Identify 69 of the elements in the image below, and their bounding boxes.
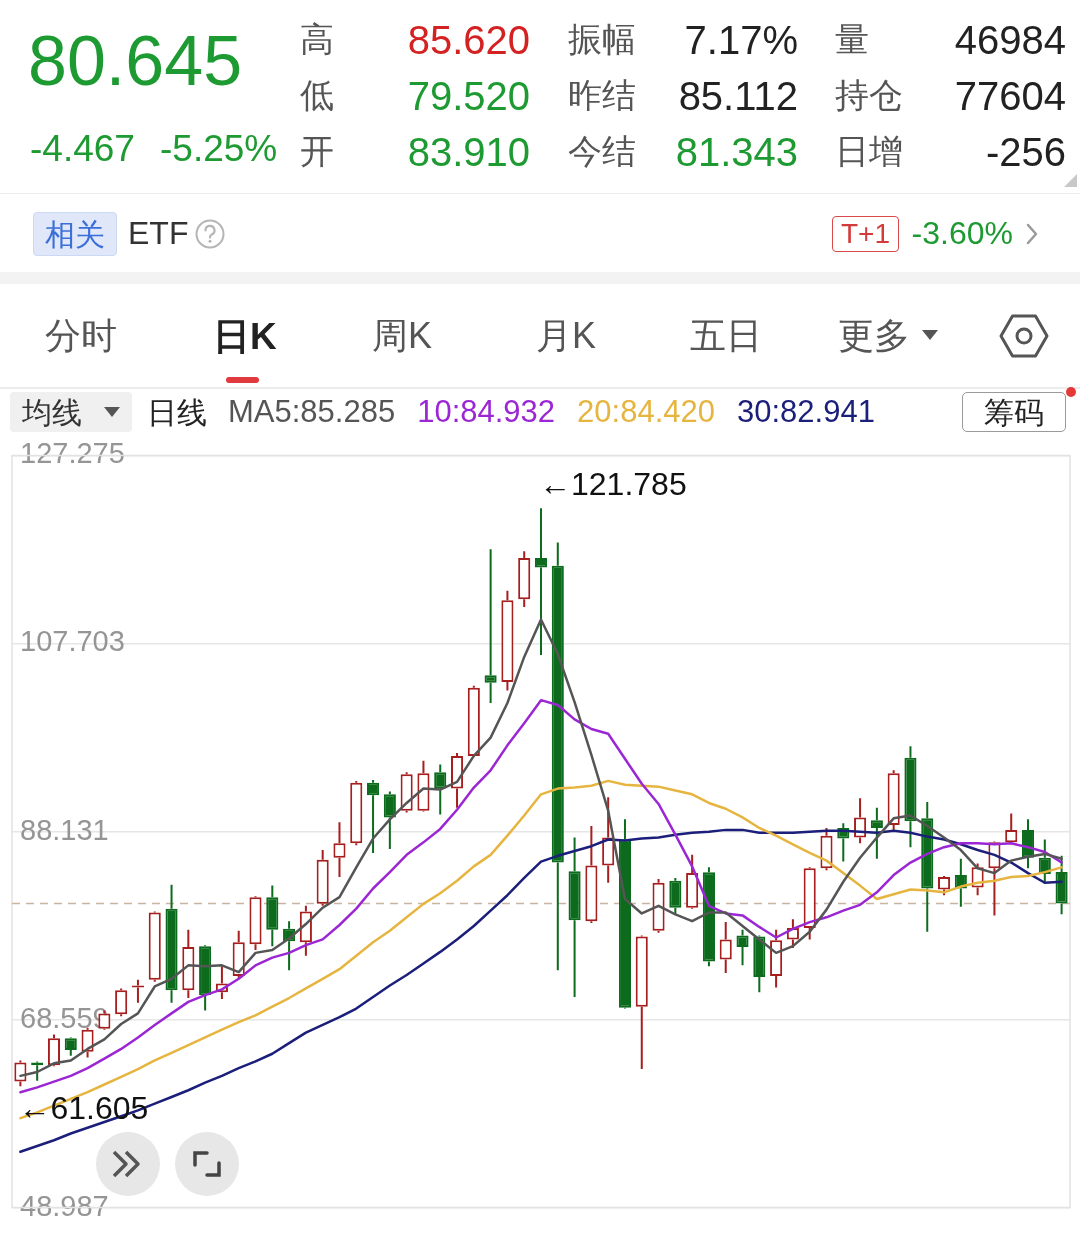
candlestick — [518, 550, 531, 608]
text: 五日 — [690, 315, 762, 357]
text: 分时 — [45, 315, 117, 357]
text: 筹码 — [984, 394, 1044, 430]
text: 10:84.932 — [417, 394, 556, 430]
candlestick — [870, 806, 883, 860]
text: 相关 — [45, 216, 105, 252]
candlestick — [350, 779, 363, 847]
text: 振幅 — [568, 20, 636, 60]
y-tick-label: 88.131 — [20, 813, 109, 846]
text: 今结 — [568, 132, 636, 172]
text: MA5:85.285 — [228, 394, 396, 430]
candlestick — [115, 987, 128, 1018]
text: 周K — [372, 315, 433, 357]
text: -3.60% — [911, 215, 1013, 253]
text: 85.620 — [407, 16, 530, 63]
candlestick — [770, 928, 783, 989]
text: 昨结 — [568, 76, 636, 116]
text: 83.910 — [407, 128, 530, 175]
text: 30:82.941 — [737, 394, 875, 430]
text: 低 — [300, 76, 334, 116]
text: 量 — [835, 20, 869, 60]
candlestick — [753, 936, 766, 994]
candlestick — [887, 769, 900, 831]
y-tick-label: 127.275 — [20, 437, 125, 470]
text: -4.467 — [30, 126, 135, 170]
candlestick — [182, 928, 195, 1000]
candlestick — [484, 548, 497, 705]
text: 日增 — [835, 132, 903, 172]
text: 开 — [300, 132, 334, 172]
candlestick — [585, 825, 598, 925]
text: 日线 — [147, 394, 207, 430]
candlestick — [904, 745, 917, 849]
text: ETF — [128, 215, 189, 253]
text: 高 — [300, 20, 334, 60]
text: 更多 — [838, 315, 910, 357]
candlestick — [501, 589, 514, 692]
text: 85.112 — [678, 72, 798, 119]
candlestick — [551, 541, 564, 972]
text: 46984 — [954, 16, 1066, 63]
text: 7.17% — [684, 16, 798, 63]
candlestick — [602, 796, 615, 884]
candlestick — [719, 921, 732, 975]
candlestick — [568, 836, 581, 999]
candlestick — [165, 883, 178, 1004]
text: 日K — [213, 314, 277, 358]
candlestick — [652, 877, 665, 934]
candlestick — [148, 912, 161, 983]
y-tick-label: 107.703 — [20, 625, 125, 658]
candlestick — [266, 884, 279, 948]
candlestick — [635, 936, 648, 1071]
text: 81.343 — [675, 128, 798, 175]
text: 77604 — [954, 72, 1066, 119]
text: 月K — [536, 315, 597, 357]
text: 持仓 — [835, 76, 903, 116]
text: 80.645 — [28, 21, 243, 103]
text: 20:84.420 — [577, 394, 716, 430]
annotation: ←121.785 — [539, 465, 687, 502]
candlestick — [64, 1038, 77, 1057]
candlestick — [316, 849, 329, 907]
text: -5.25% — [160, 126, 278, 170]
candlestick — [1055, 854, 1068, 916]
text: 均线 — [22, 394, 82, 430]
candlestick — [736, 928, 749, 967]
text: T+1 — [841, 218, 891, 250]
candlestick — [383, 790, 396, 851]
text: 79.520 — [407, 72, 530, 119]
candlestick — [702, 866, 715, 968]
text: -256 — [985, 128, 1066, 175]
